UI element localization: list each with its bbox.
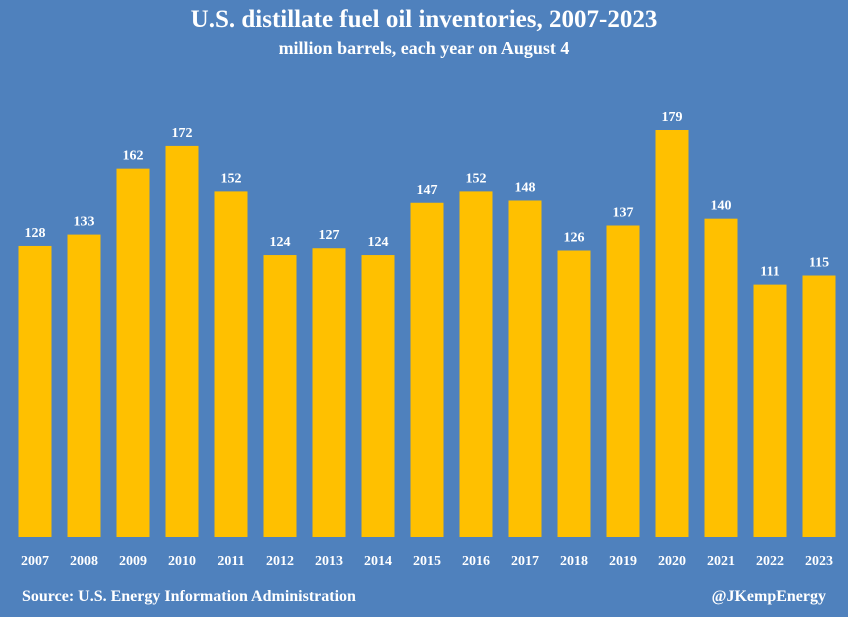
- data-label-2010: 172: [172, 126, 193, 141]
- data-label-2018: 126: [564, 231, 585, 246]
- data-label-2023: 115: [809, 256, 829, 271]
- bar-2014: [361, 255, 395, 538]
- source-note: Source: U.S. Energy Information Administ…: [22, 588, 356, 605]
- data-label-2012: 124: [270, 235, 291, 250]
- x-tick-label-2014: 2014: [364, 554, 392, 569]
- data-label-2009: 162: [123, 149, 144, 164]
- x-tick-label-2020: 2020: [658, 554, 686, 569]
- bar-2019: [606, 225, 640, 538]
- x-tick-label-2017: 2017: [511, 554, 539, 569]
- bar-2012: [263, 255, 297, 538]
- data-label-2007: 128: [25, 226, 46, 241]
- chart-title: U.S. distillate fuel oil inventories, 20…: [190, 6, 658, 33]
- bar-2022: [753, 284, 787, 537]
- bar-2023: [802, 275, 836, 537]
- author-credit: @JKempEnergy: [711, 588, 826, 605]
- data-label-2013: 127: [319, 228, 340, 243]
- data-label-2017: 148: [515, 180, 536, 195]
- x-tick-label-2013: 2013: [315, 554, 343, 569]
- bar-2007: [18, 245, 52, 538]
- bar-2016: [459, 191, 493, 538]
- bar-2018: [557, 250, 591, 538]
- x-tick-label-2009: 2009: [119, 554, 147, 569]
- data-label-2008: 133: [74, 215, 95, 230]
- bar-2015: [410, 202, 444, 538]
- data-label-2022: 111: [760, 265, 779, 280]
- data-label-2011: 152: [221, 171, 242, 186]
- data-label-2015: 147: [417, 183, 438, 198]
- x-tick-label-2010: 2010: [168, 554, 196, 569]
- data-label-2021: 140: [711, 199, 732, 214]
- bar-2013: [312, 248, 346, 538]
- x-tick-label-2023: 2023: [805, 554, 833, 569]
- x-tick-label-2021: 2021: [707, 554, 735, 569]
- x-tick-label-2018: 2018: [560, 554, 588, 569]
- bar-2010: [165, 145, 199, 537]
- x-tick-label-2016: 2016: [462, 554, 490, 569]
- x-tick-label-2012: 2012: [266, 554, 294, 569]
- data-label-2014: 124: [368, 235, 389, 250]
- bar-2008: [67, 234, 101, 538]
- x-tick-label-2019: 2019: [609, 554, 637, 569]
- x-tick-label-2008: 2008: [70, 554, 98, 569]
- bar-2009: [116, 168, 150, 537]
- x-tick-label-2015: 2015: [413, 554, 441, 569]
- x-tick-label-2007: 2007: [21, 554, 49, 569]
- x-tick-label-2022: 2022: [756, 554, 784, 569]
- data-label-2019: 137: [613, 205, 634, 220]
- data-label-2016: 152: [466, 171, 487, 186]
- bar-2011: [214, 191, 248, 538]
- chart-subtitle: million barrels, each year on August 4: [278, 38, 570, 58]
- bar-2021: [704, 218, 738, 538]
- bar-2020: [655, 130, 689, 537]
- bar-2017: [508, 200, 542, 538]
- data-label-2020: 179: [662, 110, 683, 125]
- x-tick-label-2011: 2011: [217, 554, 244, 569]
